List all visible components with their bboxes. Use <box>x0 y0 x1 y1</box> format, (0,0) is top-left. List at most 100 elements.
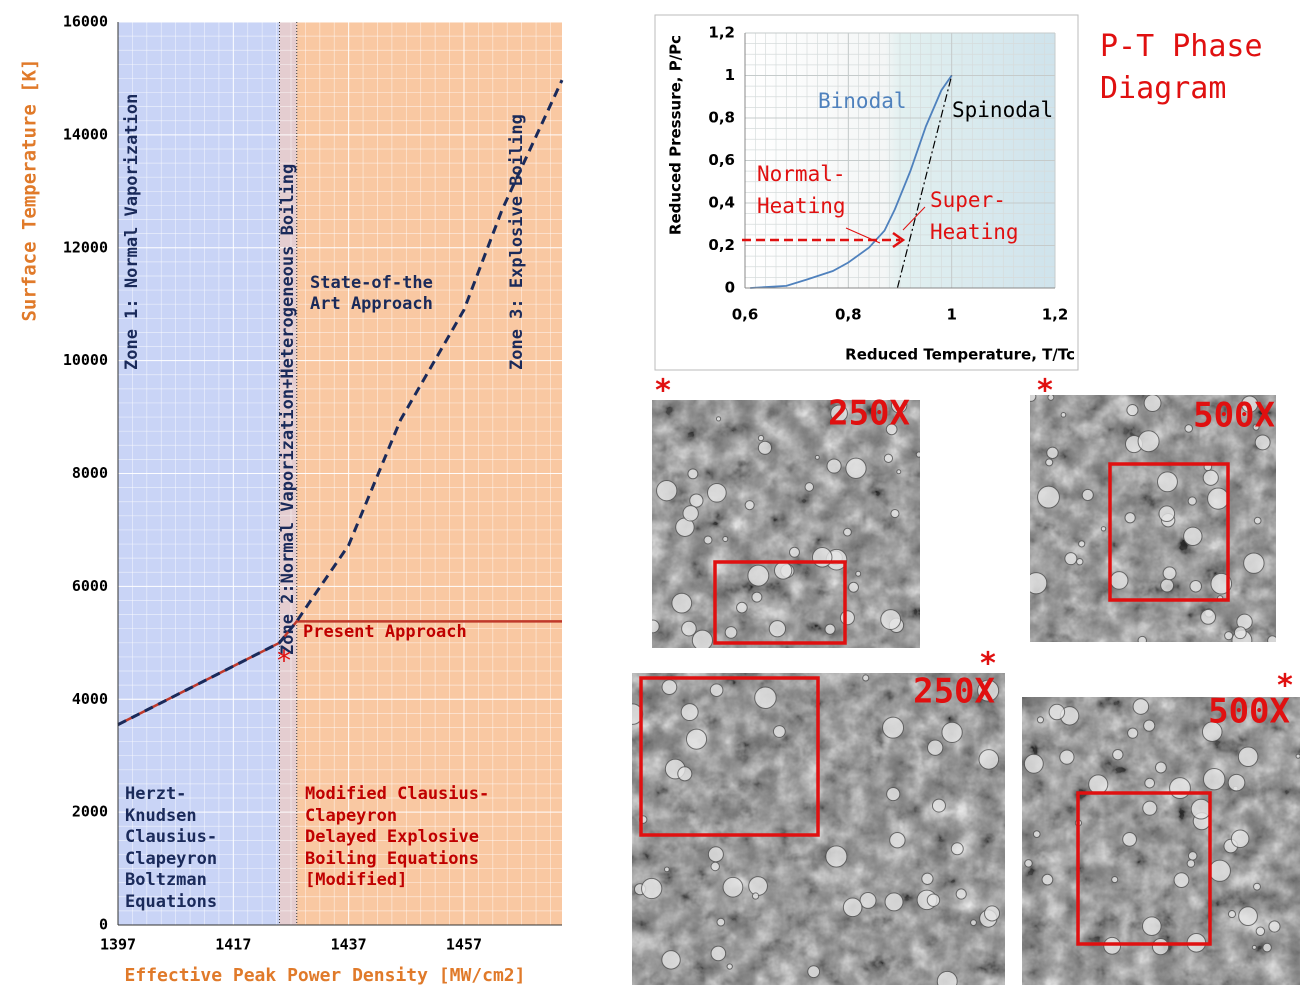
sem-particle <box>826 846 847 867</box>
sem-particle <box>723 877 743 897</box>
sem-particle <box>711 946 726 961</box>
sem-particle <box>1263 943 1272 952</box>
sem-particle <box>737 602 748 613</box>
sem-particle <box>1127 405 1138 416</box>
sem-particle <box>1026 392 1036 402</box>
sem-particle <box>1128 728 1138 738</box>
sem-particle <box>1269 921 1280 932</box>
y-tick-label: 1,2 <box>708 24 735 42</box>
sem-particle <box>727 964 732 969</box>
sem-particle <box>1188 497 1196 505</box>
sem-particle <box>1145 778 1155 788</box>
sem-particle <box>927 894 939 906</box>
annotation: Normal- Heating <box>757 158 846 222</box>
figure: 0200040006000800010000120001400016000139… <box>0 0 1301 990</box>
sem-particle <box>846 458 866 478</box>
sem-particle <box>1082 489 1093 500</box>
y-tick-label: 12000 <box>63 238 108 256</box>
zone-label: Zone 2:Normal Vaporization+Heterogeneous… <box>278 164 298 655</box>
x-tick-label: 0,6 <box>732 306 759 324</box>
y-tick-label: 0,8 <box>708 109 735 127</box>
sem-particle <box>1191 799 1211 819</box>
sem-particle <box>884 454 892 462</box>
sem-particle <box>1203 470 1218 485</box>
y-tick-label: 14000 <box>63 125 108 143</box>
sem-particle <box>1104 937 1121 954</box>
sem-particle <box>752 893 758 899</box>
y-axis-label: Surface Temperature [K] <box>19 58 41 321</box>
marker: * <box>1277 669 1293 704</box>
sem-particle <box>825 624 835 634</box>
sem-particle <box>1026 573 1047 594</box>
sem-particle <box>897 470 901 474</box>
sem-particle <box>1209 860 1230 881</box>
sem-particle <box>692 630 712 650</box>
y-tick-label: 16000 <box>63 13 108 31</box>
y-tick-label: 6000 <box>72 577 108 595</box>
zone-label: Zone 3: Explosive Boiling <box>507 114 527 370</box>
sem-particle <box>808 966 820 978</box>
sem-particle <box>937 971 957 990</box>
sem-particle <box>678 767 692 781</box>
x-tick-label: 0,8 <box>835 306 862 324</box>
sem-particle <box>646 620 659 633</box>
sem-particle <box>1255 435 1270 450</box>
sem-particle <box>1234 627 1246 639</box>
sem-particle <box>863 675 869 681</box>
sem-particle <box>956 889 966 899</box>
sem-particle <box>789 547 799 557</box>
sem-particle <box>1184 527 1202 545</box>
sem-particle <box>758 441 771 454</box>
sem-particle <box>1268 636 1278 646</box>
sem-particle <box>1047 447 1058 458</box>
y-tick-label: 10000 <box>63 351 108 369</box>
sem-particle <box>642 878 662 898</box>
sem-particle <box>827 459 841 473</box>
sem-particle <box>1190 580 1202 592</box>
marker: * <box>655 374 671 409</box>
sem-particle <box>916 452 921 457</box>
sem-particle <box>843 898 862 917</box>
sem-particle <box>1144 720 1155 731</box>
sem-particle <box>716 417 720 421</box>
sem-particle <box>860 892 876 908</box>
sem-particle <box>1170 778 1191 799</box>
sem-particle <box>755 687 777 709</box>
sem-particle <box>1152 939 1168 955</box>
sem-particle <box>758 435 763 440</box>
sem-particle <box>1125 513 1135 523</box>
sem-particle <box>1155 762 1166 773</box>
sem-particle <box>1254 883 1261 890</box>
sem-particle <box>710 684 723 697</box>
sem-particle <box>883 717 904 738</box>
sem-particle <box>890 832 905 847</box>
sem-particle <box>1225 632 1233 640</box>
x-tick-label: 1457 <box>446 936 482 954</box>
sem-particle <box>1231 830 1249 848</box>
sem-particle <box>686 729 706 749</box>
sem-particle <box>805 483 814 492</box>
sem-particle <box>891 509 899 517</box>
zone-note: Modified Clausius- Clapeyron Delayed Exp… <box>305 784 489 892</box>
sem-particle <box>1061 412 1066 417</box>
series-label: Spinodal <box>952 98 1053 122</box>
sem-particle <box>942 722 962 742</box>
sem-particle <box>769 621 785 637</box>
sem-particle <box>725 627 737 639</box>
sem-particle <box>1159 506 1175 522</box>
sem-particle <box>723 537 728 542</box>
y-tick-label: 1 <box>725 66 735 84</box>
y-tick-label: 0 <box>99 916 108 934</box>
sem-particle <box>773 726 785 738</box>
sem-particle <box>664 867 669 872</box>
sem-particle <box>1037 717 1043 723</box>
sem-particle <box>1203 768 1224 789</box>
sem-particle <box>1046 459 1053 466</box>
sem-particle <box>681 704 698 721</box>
sem-particle <box>1143 801 1157 815</box>
sem-particle <box>1163 567 1176 580</box>
sem-particle <box>1208 488 1229 509</box>
y-tick-label: 8000 <box>72 464 108 482</box>
y-tick-label: 4000 <box>72 690 108 708</box>
chart-title: P-T Phase Diagram <box>1100 26 1263 110</box>
